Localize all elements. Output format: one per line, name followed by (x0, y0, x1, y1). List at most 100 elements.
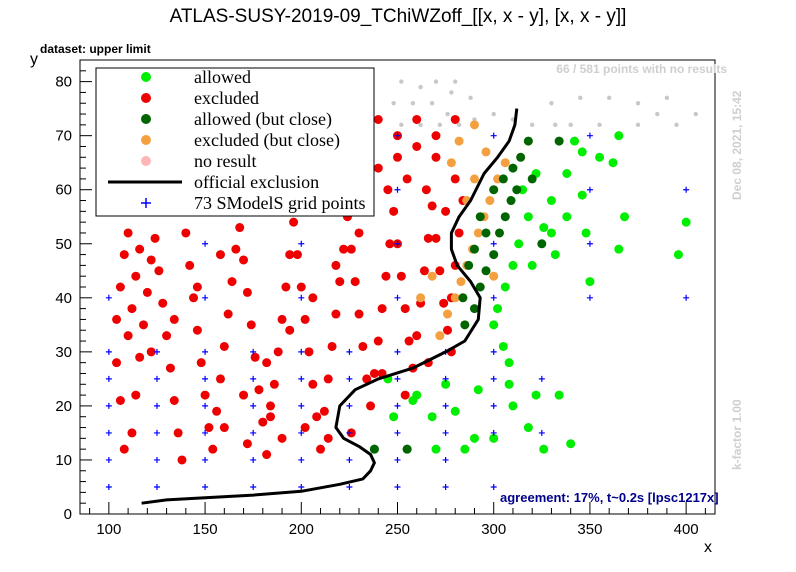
data-point-excluded-but-close (443, 309, 453, 319)
data-point-excluded (250, 352, 260, 362)
data-point-no-result-no-results-grey (429, 101, 435, 106)
chart-title: ATLAS-SUSY-2019-09_TChiWZoff_[[x, x - y]… (170, 6, 627, 27)
data-point-excluded-but-close (500, 158, 510, 168)
data-point-allowed (441, 379, 451, 389)
y-axis-label: y (30, 51, 38, 68)
legend-marker (141, 72, 151, 82)
data-point-excluded-but-close (435, 331, 445, 341)
data-point-allowed-but-close (498, 174, 508, 184)
data-point-excluded (431, 152, 441, 162)
agreement-annotation: agreement: 17%, t~0.2s [lpsc1217x] (500, 490, 719, 505)
x-tick-label: 150 (193, 521, 218, 538)
legend-label: allowed (194, 67, 251, 87)
data-point-excluded-but-close (469, 120, 479, 130)
data-point-excluded (354, 228, 364, 238)
data-point-excluded (135, 352, 145, 362)
data-point-grid (538, 375, 545, 382)
y-tick-label: 20 (55, 398, 72, 415)
data-point-grid (202, 483, 209, 490)
y-tick-label: 60 (55, 182, 72, 199)
data-point-grid (490, 132, 497, 139)
data-point-excluded (373, 163, 383, 173)
data-point-excluded (300, 423, 310, 433)
data-point-grid (250, 348, 257, 355)
data-point-excluded (335, 277, 345, 287)
data-point-allowed-but-close (458, 293, 468, 303)
data-point-grid (298, 402, 305, 409)
data-point-excluded (142, 287, 152, 297)
data-point-allowed (508, 260, 518, 270)
data-point-excluded-but-close (416, 293, 426, 303)
data-point-allowed-but-close (512, 185, 522, 195)
data-point-grid (442, 483, 449, 490)
data-point-grid (202, 429, 209, 436)
data-point-grid (105, 456, 112, 463)
data-point-excluded-but-close (446, 158, 456, 168)
data-point-excluded (231, 244, 241, 254)
data-point-allowed-but-close (469, 304, 479, 314)
x-tick-label: 350 (577, 521, 602, 538)
data-point-excluded-but-close (427, 271, 437, 281)
data-point-grid (394, 294, 401, 301)
data-point-allowed (473, 385, 483, 395)
data-point-excluded-but-close (454, 136, 464, 146)
kfactor-annotation: k-factor 1.00 (730, 399, 744, 470)
data-point-grid (394, 240, 401, 247)
data-point-excluded (339, 244, 349, 254)
data-point-grid (298, 429, 305, 436)
data-point-no-result-no-results-grey (549, 101, 554, 106)
data-point-no-result-no-results-grey (553, 122, 558, 128)
data-point-excluded (431, 131, 441, 141)
data-point-excluded (235, 223, 245, 233)
legend-marker (141, 156, 151, 166)
data-point-allowed-but-close (554, 136, 564, 146)
data-point-allowed-but-close (489, 185, 499, 195)
data-point-allowed (523, 212, 533, 222)
data-point-grid (394, 375, 401, 382)
data-point-excluded (127, 428, 137, 438)
data-point-excluded (146, 347, 156, 357)
data-point-grid (442, 402, 449, 409)
data-point-allowed (504, 358, 514, 368)
legend-label: no result (194, 151, 257, 171)
legend-marker (141, 135, 151, 145)
x-tick-label: 200 (289, 521, 314, 538)
data-point-allowed-but-close (475, 212, 485, 222)
data-point-excluded-but-close (456, 277, 466, 287)
legend-label: official exclusion (194, 172, 319, 192)
data-point-excluded (192, 282, 202, 292)
data-point-excluded (169, 396, 179, 405)
data-point-grid (105, 429, 112, 436)
data-point-excluded (404, 336, 414, 346)
data-point-excluded (350, 277, 360, 287)
data-point-excluded (131, 390, 141, 400)
data-point-excluded-but-close (469, 174, 479, 184)
data-point-grid (394, 402, 401, 409)
data-point-grid (153, 402, 160, 409)
data-point-excluded (204, 423, 214, 433)
data-point-allowed (566, 439, 576, 449)
data-point-excluded (215, 250, 225, 260)
data-point-allowed (614, 244, 624, 254)
data-point-allowed-but-close (494, 228, 504, 238)
data-point-allowed-but-close (481, 266, 491, 276)
data-point-excluded (200, 390, 210, 400)
data-point-excluded (119, 444, 129, 454)
data-point-grid (490, 402, 497, 409)
data-point-allowed-but-close (523, 136, 533, 146)
data-point-excluded (242, 439, 252, 449)
data-point-excluded (119, 250, 129, 260)
data-point-allowed (681, 217, 691, 227)
data-point-excluded (412, 141, 422, 151)
data-point-no-result-no-results-grey (456, 122, 462, 128)
data-point-excluded (450, 174, 460, 184)
data-point-excluded (421, 185, 431, 195)
data-point-excluded (181, 228, 191, 238)
data-point-grid (202, 240, 209, 247)
data-point-excluded (443, 325, 453, 335)
data-point-excluded (219, 423, 229, 433)
y-tick-label: 50 (55, 236, 72, 253)
data-point-no-result-no-results-grey (410, 101, 416, 106)
data-point-excluded (112, 314, 122, 324)
data-point-excluded (450, 114, 460, 124)
